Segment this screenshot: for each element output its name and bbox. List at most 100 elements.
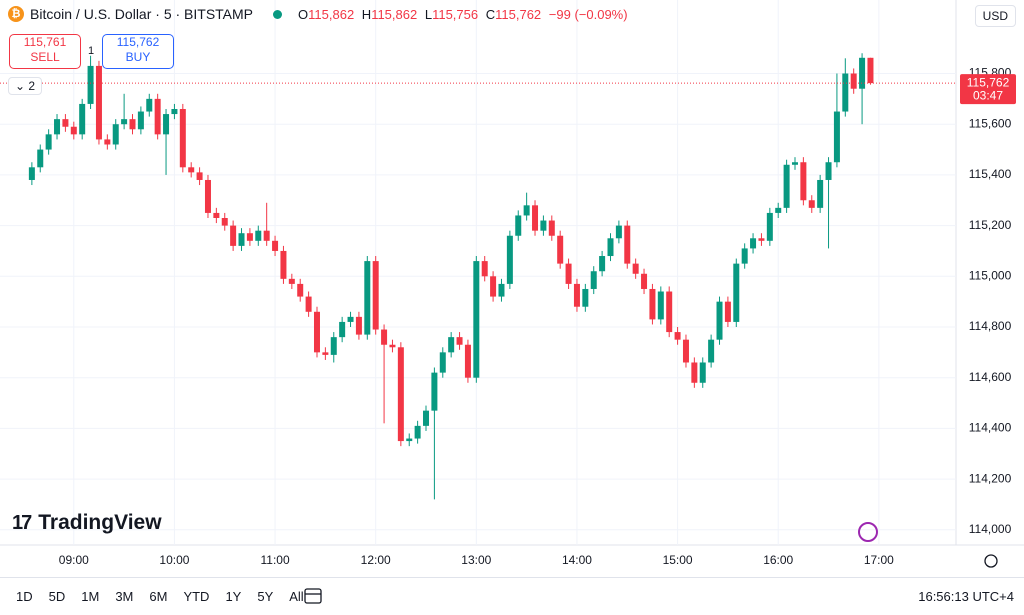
symbol-header: ₿ Bitcoin / U.S. Dollar · 5 · BITSTAMP O… [8,6,632,22]
spark-icon[interactable] [858,522,878,542]
countdown: 03:47 [973,88,1003,102]
candle-body [867,57,874,84]
candle-body [674,332,681,340]
candle-body [288,278,295,284]
candle-body [397,347,404,442]
buy-button[interactable]: 115,762 BUY [102,34,174,69]
candle-body [87,65,94,104]
candle-body [800,162,807,201]
candle-body [548,220,555,236]
candle-body [171,109,178,115]
ohlc-value: 115,862 [371,6,418,22]
ohlc-value: 115,756 [432,6,479,22]
candle-body [708,339,715,363]
candle-body [565,263,572,284]
candle-body [473,261,480,378]
candle-body [557,235,564,264]
candle-body [766,212,773,241]
candle-body [364,261,371,335]
range-button[interactable]: 6M [149,589,168,604]
buy-label: BUY [125,50,151,64]
y-tick-label: 115,200 [969,218,1012,232]
candle-body [37,149,44,168]
candle-body [825,162,832,180]
range-button[interactable]: 5Y [257,589,274,604]
candle-body [263,230,270,241]
candle-body [783,164,790,208]
candle-body [817,179,824,208]
candle-body [666,291,673,333]
candle-body [733,263,740,322]
candle-body [196,172,203,180]
candle-body [850,73,857,89]
candle-body [573,283,580,307]
sell-button[interactable]: 115,761 SELL [9,34,81,69]
y-tick-label: 115,400 [969,167,1012,181]
candle-body [515,215,522,236]
x-tick-label: 14:00 [562,553,592,567]
symbol[interactable]: Bitcoin / U.S. Dollar · 5 · BITSTAMP [30,6,254,22]
candle-body [464,344,471,378]
y-tick-label: 114,000 [969,522,1012,536]
range-button[interactable]: All [289,589,304,604]
candle-body [590,271,597,289]
candle-body [238,233,245,246]
logo-text: TradingView [38,511,162,534]
candle-body [129,119,136,130]
range-button[interactable]: 1D [16,589,33,604]
candle-body [230,225,237,246]
candle-body [146,98,153,112]
candle-body [842,73,849,112]
logo-mark: 17 [12,511,32,534]
range-button[interactable]: YTD [183,589,210,604]
candle-body [104,139,111,145]
candle-body [791,162,798,165]
currency-button[interactable]: USD [974,5,1016,27]
sell-price: 115,761 [23,35,67,49]
candle-body [45,134,52,150]
range-button[interactable]: 1Y [225,589,242,604]
indicators-count: 2 [28,79,36,93]
calendar-icon[interactable] [302,585,326,607]
candle-body [456,337,463,345]
x-tick-label: 13:00 [461,553,491,567]
ohlc-key: H [361,6,372,22]
candle-body [414,425,421,439]
sell-label: SELL [30,50,60,64]
x-tick-label: 12:00 [361,553,391,567]
x-tick-label: 11:00 [260,553,289,567]
candle-body [724,301,731,322]
candle-body [833,111,840,163]
candle-body [54,119,61,135]
y-tick-label: 114,200 [969,471,1012,485]
range-button[interactable]: 1M [81,589,100,604]
candle-body [381,329,388,345]
candle-body [750,238,757,249]
settings-icon[interactable] [984,554,998,568]
candle-body [246,233,253,241]
candle-body [641,273,648,289]
candle-body [163,114,170,135]
candle-body [154,98,161,135]
candle-body [355,316,362,335]
candle-body [28,167,35,180]
candle-body [599,256,606,272]
quantity: 1 [88,45,95,57]
candle-body [95,65,102,140]
ohlc-key: O [298,6,309,22]
candle-body [775,207,782,213]
range-button[interactable]: 3M [115,589,134,604]
range-button[interactable]: 5D [48,589,66,604]
candle-body [682,339,689,363]
indicators-toggle[interactable]: ⌄ 2 [8,77,43,95]
candle-body [439,352,446,373]
candle-body [540,220,547,231]
buy-price: 115,762 [116,35,160,49]
y-tick-label: 115,600 [969,116,1012,130]
chart: 114,000 114,200 114,400 114,600 114,800 115,0… [0,0,1024,568]
candle-body [79,103,86,135]
candle-body [649,288,656,320]
last-price-label: 115,762 [967,75,1010,89]
candle-body [213,212,220,218]
candle-body [699,362,706,383]
